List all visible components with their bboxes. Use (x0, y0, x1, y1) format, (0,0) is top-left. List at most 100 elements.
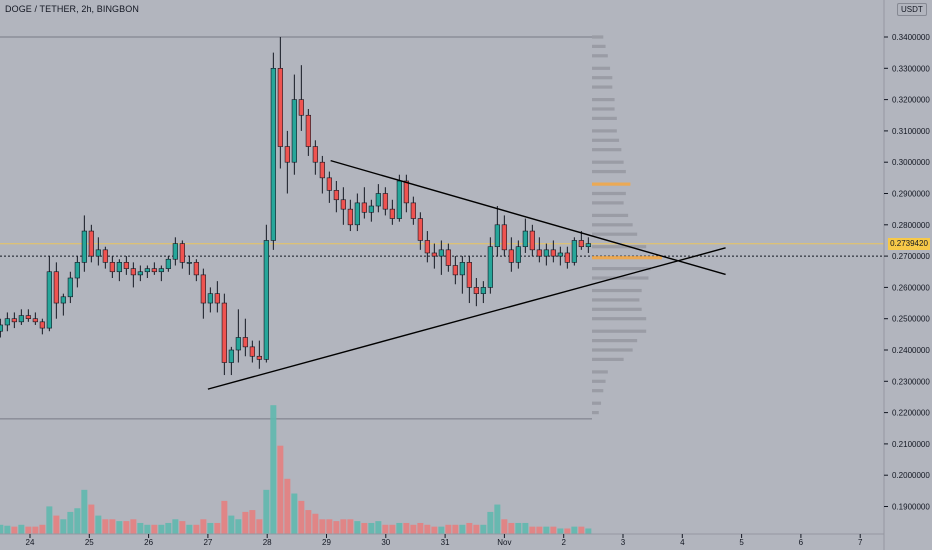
currency-badge[interactable]: USDT (897, 3, 927, 16)
volume-profile-bar (592, 298, 640, 302)
volume-profile-bar (592, 245, 647, 249)
volume-profile (592, 35, 662, 415)
volume-profile-bar (592, 339, 638, 343)
candle-body (361, 202, 367, 213)
triangle-trendline (330, 159, 726, 276)
volume-profile-bar (592, 85, 613, 89)
volume-bar (578, 526, 585, 534)
candle-body (466, 262, 472, 288)
candle-body (403, 180, 409, 204)
volume-bar (445, 524, 452, 534)
price-tick-label: 0.2000000 (892, 471, 930, 480)
volume-bar (95, 515, 102, 534)
volume-bar (207, 522, 214, 534)
volume-bar (291, 493, 298, 534)
volume-profile-bar (592, 98, 615, 102)
candle-body (270, 68, 276, 241)
candle-body (515, 246, 521, 263)
candle-body (501, 224, 507, 251)
candle-body (11, 318, 17, 323)
candle-body (165, 258, 171, 269)
price-axis[interactable]: 0.1900000 0.2000000 0.2100000 0.2200000 0.23… (883, 0, 930, 550)
candle-body (32, 318, 38, 323)
price-tick-label: 0.2200000 (892, 409, 930, 418)
candle-body (438, 249, 444, 257)
time-tick-label: 25 (85, 538, 94, 547)
candle-body (473, 287, 479, 294)
candle-body (214, 293, 220, 304)
volume-bar (298, 500, 305, 534)
price-tick-label: 0.2300000 (892, 377, 930, 386)
volume-bar (571, 526, 578, 534)
candle-body (445, 249, 451, 266)
time-tick-label: 31 (441, 538, 450, 547)
candle-body (571, 240, 577, 263)
candle-body (179, 243, 185, 263)
volume-bar (81, 489, 88, 534)
volume-profile-bar (592, 35, 604, 39)
candlesticks (0, 37, 591, 376)
candle-body (508, 249, 514, 263)
volume-bar (25, 526, 32, 534)
price-tick-label: 0.2600000 (892, 283, 930, 292)
volume-profile-bar (592, 389, 604, 393)
candle-body (459, 262, 465, 276)
time-tick-label: 24 (26, 538, 35, 547)
volume-bar (319, 519, 326, 534)
volume-bar (137, 522, 144, 534)
price-tick-label: 0.2900000 (892, 190, 930, 199)
volume-bar (193, 524, 200, 534)
volume-profile-bar (592, 138, 620, 142)
candle-body (291, 99, 297, 163)
volume-bar (4, 525, 11, 534)
volume-profile-bar (592, 317, 647, 321)
candle-body (529, 230, 535, 251)
volume-profile-bar (592, 182, 631, 186)
candle-body (522, 230, 528, 248)
volume-bar (18, 524, 25, 534)
candle-body (186, 262, 192, 264)
volume-profile-bar (592, 66, 611, 70)
candle-body (74, 262, 80, 279)
candle-body (116, 262, 122, 273)
volume-bar (536, 526, 543, 534)
volume-profile-bar (592, 160, 624, 164)
candle-body (39, 321, 45, 329)
volume-bar (438, 526, 445, 534)
time-axis[interactable]: 24 25 26 27 28 29 30 31 Nov 2 3 4 5 6 7 (0, 533, 884, 547)
volume-bar (361, 522, 368, 534)
candle-body (53, 271, 59, 304)
volume-profile-bar (592, 169, 626, 174)
volume-profile-bar (592, 232, 638, 236)
candle-body (207, 293, 213, 304)
volume-bar (473, 524, 480, 534)
volume-bar (277, 445, 284, 534)
candle-body (102, 249, 108, 263)
candle-body (319, 161, 325, 179)
symbol-title: DOGE / TETHER, 2h, BINGBON (5, 4, 139, 14)
volume-bar (508, 522, 515, 534)
candle-body (151, 268, 157, 273)
volume-profile-bar (592, 54, 608, 58)
volume-profile-bar (592, 107, 615, 111)
volume-bar (459, 524, 466, 534)
trendlines[interactable] (207, 159, 726, 390)
candle-body (200, 274, 206, 304)
volume-bar (186, 524, 193, 534)
volume-profile-bar (592, 276, 649, 280)
volume-bar (396, 522, 403, 534)
candle-body (235, 337, 241, 351)
candle-body (130, 268, 136, 276)
volume-bar (515, 522, 522, 534)
candle-body (228, 349, 234, 363)
volume-bar (480, 524, 487, 534)
volume-bar (501, 519, 508, 534)
time-tick-label: 28 (263, 538, 272, 547)
volume-bar (39, 524, 46, 534)
price-tick-label: 0.3000000 (892, 158, 930, 167)
candle-body (312, 146, 318, 163)
candle-body (550, 249, 556, 257)
volume-bar (347, 519, 354, 534)
